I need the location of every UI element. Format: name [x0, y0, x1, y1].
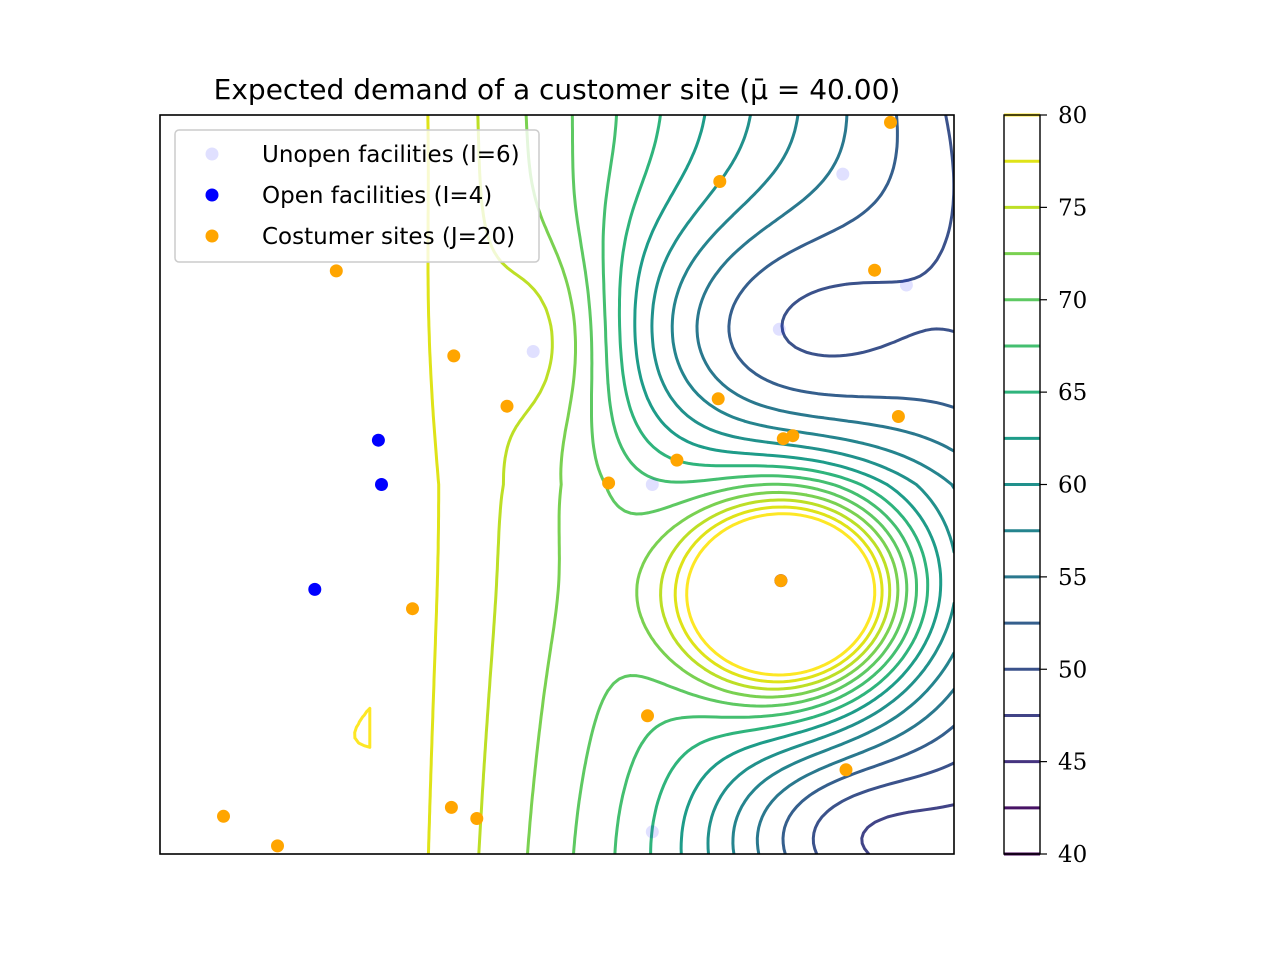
plot-frame [159, 114, 955, 855]
series-0-point-5 [645, 478, 659, 491]
contour-level-7 [670, 115, 954, 854]
series-0-point-3 [772, 322, 786, 336]
contour-level-9 [633, 115, 943, 854]
contour-level-11 [601, 115, 918, 854]
series-0-point-0 [645, 825, 659, 839]
legend-label-2: Costumer sites (J=20) [262, 224, 515, 250]
series-2-point-5 [500, 399, 514, 413]
series-2-point-9 [786, 429, 800, 443]
colorbar-tick-label-3: 55 [1058, 565, 1087, 591]
contour-level-6 [695, 115, 954, 854]
series-2-point-0 [884, 115, 897, 129]
contour-level-15 [426, 115, 884, 854]
legend-box [174, 129, 540, 263]
legend-marker-0 [205, 147, 219, 161]
series-2-point-12 [406, 602, 419, 616]
series-2-point-10 [670, 453, 684, 467]
series-2-point-3 [329, 264, 343, 278]
series-2-point-11 [602, 476, 616, 490]
colorbar-tick-label-0: 40 [1058, 842, 1087, 868]
legend-label-1: Open facilities (I=4) [262, 183, 492, 209]
series-2-point-7 [891, 410, 905, 423]
contour-level-16 [353, 512, 877, 749]
series-2-point-16 [470, 812, 484, 825]
series-2-point-4 [447, 349, 461, 363]
legend: Unopen facilities (I=6) Open facilities (… [174, 129, 540, 263]
series-2-point-1 [713, 175, 727, 188]
contour-level-13 [524, 115, 900, 854]
contour-level-5 [727, 115, 954, 854]
colorbar-tick-label-7: 75 [1058, 195, 1087, 221]
contour-level-12 [570, 115, 909, 854]
colorbar: 40 45 50 55 60 65 70 75 80 [1003, 103, 1087, 868]
series-0-point-2 [899, 278, 913, 292]
legend-marker-1 [205, 188, 219, 202]
contour-level-8 [650, 115, 954, 854]
series-2-point-2 [868, 263, 882, 277]
chart-title: Expected demand of a customer site (μ̄ =… [214, 73, 901, 106]
series-1-point-1 [375, 478, 388, 491]
series-2-point-19 [774, 574, 788, 588]
series-2-point-18 [271, 839, 284, 853]
contour-level-14 [476, 115, 892, 854]
series-1-point-2 [308, 582, 322, 596]
colorbar-tick-label-5: 65 [1058, 380, 1087, 406]
colorbar-tick-label-6: 70 [1058, 288, 1087, 314]
legend-marker-2 [205, 229, 219, 243]
series-2-point-14 [839, 763, 853, 777]
colorbar-tick-label-8: 80 [1058, 103, 1087, 129]
series-2-point-6 [711, 392, 725, 406]
colorbar-tick-label-1: 45 [1058, 750, 1087, 776]
series-1-point-0 [371, 433, 385, 447]
series-0-point-1 [836, 167, 850, 181]
scatter-points [217, 115, 913, 853]
series-2-point-15 [444, 800, 458, 814]
series-0-point-4 [526, 345, 540, 358]
series-2-point-13 [641, 709, 654, 723]
series-2-point-17 [217, 809, 230, 823]
colorbar-tick-label-4: 60 [1058, 473, 1087, 499]
colorbar-tick-label-2: 50 [1058, 657, 1087, 683]
contour-level-3 [860, 803, 954, 854]
legend-label-0: Unopen facilities (I=6) [262, 142, 520, 168]
